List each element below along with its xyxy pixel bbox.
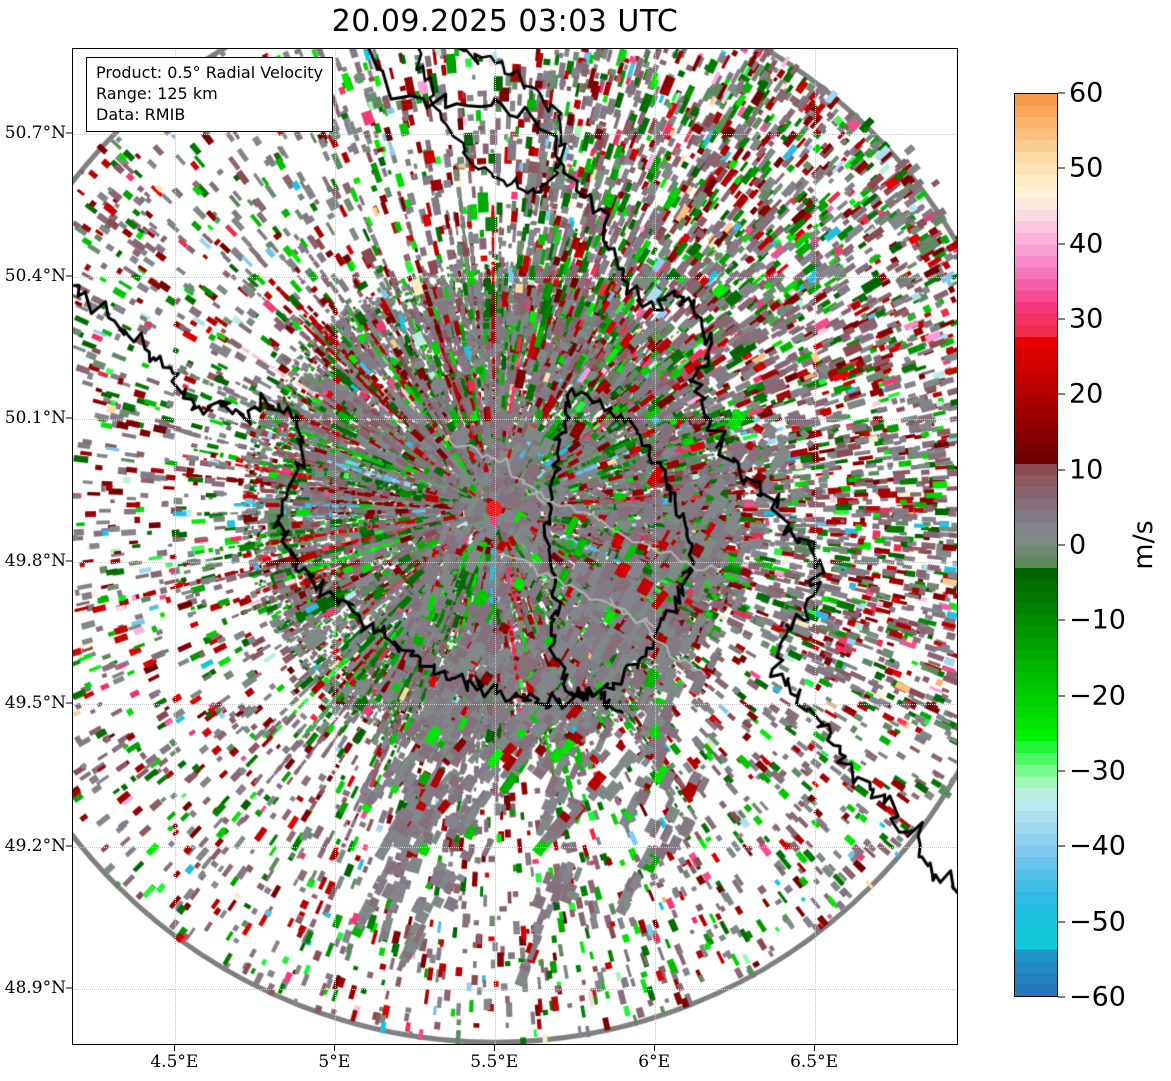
colorbar-axis-label: m/s — [1128, 520, 1159, 570]
y-tick-label: 48.9°N — [4, 978, 66, 999]
x-tick-mark — [814, 1045, 816, 1051]
y-tick-label: 49.2°N — [4, 835, 66, 856]
colorbar-tick-label: 40 — [1069, 228, 1104, 260]
colorbar-tick-mark — [1058, 845, 1065, 847]
colorbar-gradient — [1014, 93, 1058, 997]
y-tick-mark — [66, 275, 72, 277]
y-tick-label: 49.5°N — [4, 693, 66, 714]
colorbar: 60 50 40 30 20 10 0 −10 −20 −30 −40 −50 −60 — [1014, 78, 1126, 1013]
colorbar-tick-label: −20 — [1069, 680, 1126, 712]
gridline-vertical — [815, 49, 817, 1044]
colorbar-tick-mark — [1058, 92, 1065, 94]
radar-map-canvas — [73, 49, 957, 1044]
gridline-vertical — [655, 49, 657, 1044]
colorbar-tick-mark — [1058, 469, 1065, 471]
info-data: Data: RMIB — [96, 104, 186, 124]
gridline-horizontal — [73, 561, 957, 563]
x-tick-label: 4.5°E — [150, 1052, 199, 1072]
info-range: Range: 125 km — [96, 83, 218, 103]
y-tick-mark — [66, 702, 72, 704]
gridline-horizontal — [73, 134, 957, 136]
x-tick-label: 5°E — [318, 1052, 351, 1072]
colorbar-tick-mark — [1058, 318, 1065, 320]
gridline-vertical — [175, 49, 177, 1044]
colorbar-tick-label: 60 — [1069, 77, 1104, 109]
colorbar-tick-label: −40 — [1069, 830, 1126, 862]
colorbar-tick-mark — [1058, 996, 1065, 998]
radar-plot-area[interactable] — [72, 48, 958, 1045]
y-tick-mark — [66, 987, 72, 989]
colorbar-tick-mark — [1058, 695, 1065, 697]
colorbar-tick-label: −30 — [1069, 755, 1126, 787]
colorbar-tick-mark — [1058, 619, 1065, 621]
x-tick-mark — [654, 1045, 656, 1051]
y-tick-label: 49.8°N — [4, 550, 66, 571]
colorbar-tick-label: 20 — [1069, 378, 1104, 410]
x-tick-mark — [494, 1045, 496, 1051]
colorbar-tick-label: −50 — [1069, 906, 1126, 938]
y-tick-mark — [66, 560, 72, 562]
x-tick-label: 5.5°E — [470, 1052, 519, 1072]
colorbar-tick-label: 10 — [1069, 454, 1104, 486]
x-tick-mark — [334, 1045, 336, 1051]
gridline-vertical — [335, 49, 337, 1044]
y-tick-label: 50.1°N — [4, 408, 66, 429]
x-tick-mark — [174, 1045, 176, 1051]
colorbar-tick-mark — [1058, 544, 1065, 546]
page-title: 20.09.2025 03:03 UTC — [331, 4, 679, 39]
colorbar-tick-mark — [1058, 393, 1065, 395]
colorbar-tick-label: 50 — [1069, 152, 1104, 184]
colorbar-tick-mark — [1058, 921, 1065, 923]
y-tick-label: 50.4°N — [4, 265, 66, 286]
y-tick-label: 50.7°N — [4, 123, 66, 144]
colorbar-tick-label: 0 — [1069, 529, 1087, 561]
colorbar-tick-label: 30 — [1069, 303, 1104, 335]
y-tick-mark — [66, 417, 72, 419]
gridline-horizontal — [73, 704, 957, 706]
colorbar-tick-label: −10 — [1069, 604, 1126, 636]
gridline-horizontal — [73, 276, 957, 278]
gridline-horizontal — [73, 989, 957, 991]
gridline-horizontal — [73, 419, 957, 421]
x-tick-label: 6.5°E — [790, 1052, 839, 1072]
gridline-horizontal — [73, 846, 957, 848]
info-product: Product: 0.5° Radial Velocity — [96, 63, 324, 82]
x-tick-label: 6°E — [638, 1052, 670, 1072]
y-tick-mark — [66, 132, 72, 134]
gridline-vertical — [495, 49, 497, 1044]
product-info-box: Product: 0.5° Radial Velocity Range: 125… — [86, 57, 334, 133]
colorbar-tick-mark — [1058, 770, 1065, 772]
colorbar-tick-mark — [1058, 167, 1065, 169]
colorbar-tick-label: −60 — [1069, 981, 1126, 1013]
y-tick-mark — [66, 845, 72, 847]
colorbar-tick-mark — [1058, 243, 1065, 245]
